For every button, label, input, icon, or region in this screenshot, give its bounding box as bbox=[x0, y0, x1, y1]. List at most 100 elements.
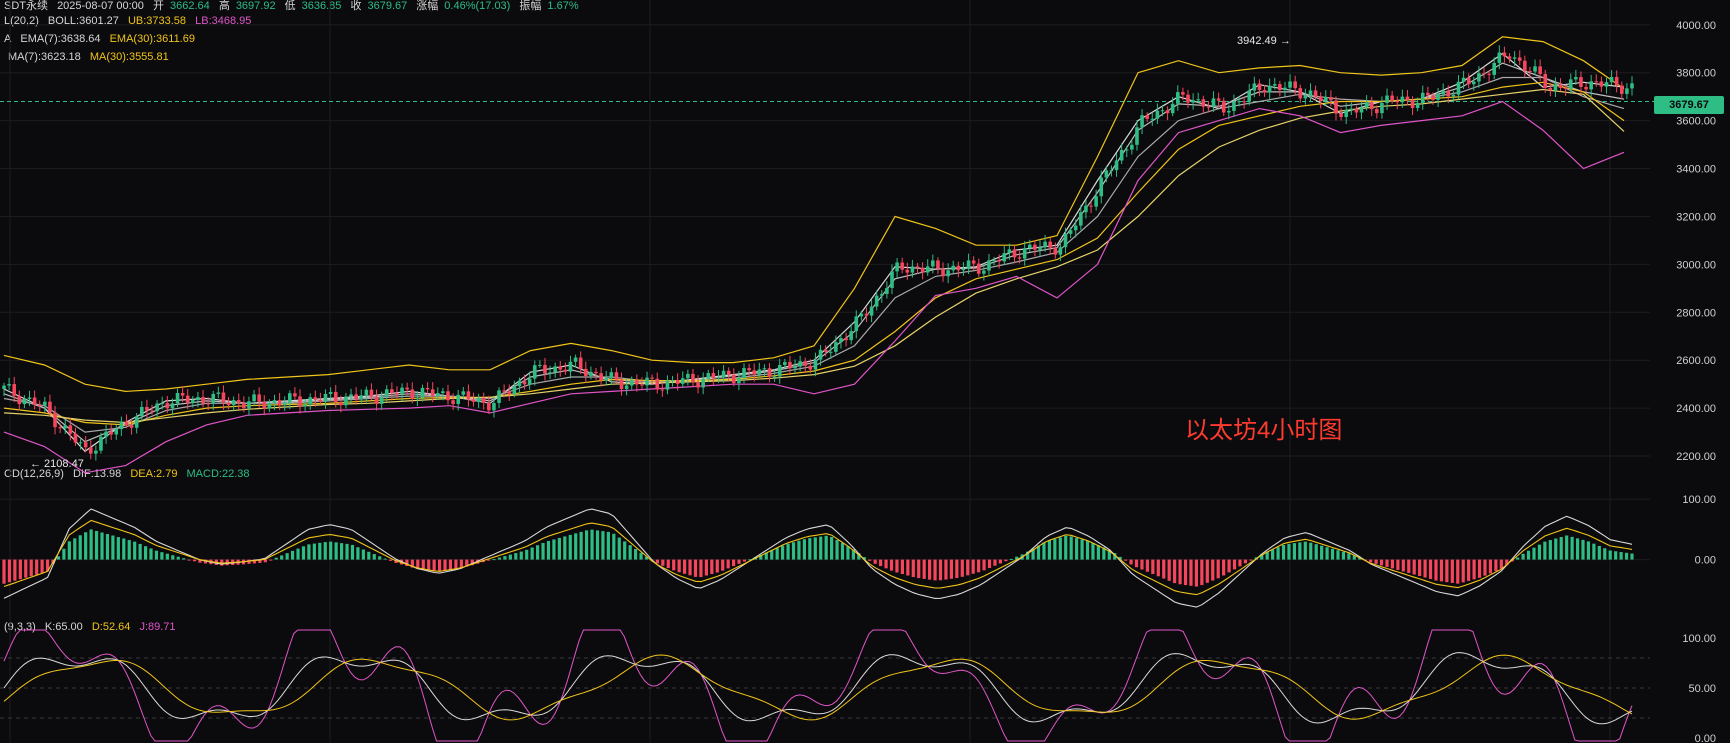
candle-body bbox=[37, 404, 42, 406]
candle-body bbox=[155, 403, 159, 412]
macd-histogram-bar bbox=[1085, 540, 1090, 560]
candle-body bbox=[124, 421, 129, 426]
candle-body bbox=[1033, 244, 1037, 250]
candle-body bbox=[1094, 196, 1098, 207]
kdj-tick-label: 50.00 bbox=[1688, 683, 1716, 695]
macd-histogram-bar bbox=[1026, 551, 1030, 560]
macd-histogram-bar bbox=[318, 542, 322, 560]
candle-body bbox=[1002, 253, 1007, 262]
macd-histogram-bar bbox=[557, 537, 561, 560]
candle-body bbox=[665, 380, 670, 390]
price-tick-label: 3800.00 bbox=[1676, 68, 1716, 80]
candle-body bbox=[1293, 81, 1297, 89]
macd-histogram-bar bbox=[857, 553, 861, 560]
macd-histogram-bar bbox=[644, 556, 649, 560]
candle-body bbox=[844, 338, 848, 341]
candle-body bbox=[185, 395, 190, 404]
macd-histogram-bar bbox=[530, 547, 534, 560]
macd-histogram-bar bbox=[361, 549, 365, 560]
candle-body bbox=[68, 425, 73, 434]
candle-body bbox=[1410, 99, 1415, 108]
high-marker: 3942.49 → bbox=[1237, 35, 1291, 47]
candle-body bbox=[874, 295, 879, 307]
macd-histogram-bar bbox=[579, 531, 583, 560]
low-value: 3636.85 bbox=[301, 0, 342, 12]
macd-histogram-bar bbox=[258, 559, 262, 563]
macd-histogram-bar bbox=[1516, 557, 1520, 560]
candle-body bbox=[1206, 106, 1211, 108]
macd-prefix: CD(12,26,9) bbox=[4, 468, 64, 480]
macd-histogram-bar bbox=[1249, 559, 1253, 561]
candle-body bbox=[573, 357, 578, 362]
macd-histogram-bar bbox=[1303, 541, 1307, 560]
macd-histogram-bar bbox=[165, 553, 169, 560]
macd-histogram-bar bbox=[955, 559, 959, 579]
macd-histogram-bar bbox=[977, 559, 981, 573]
macd-histogram-bar bbox=[198, 559, 202, 563]
candle-body bbox=[987, 260, 991, 271]
macd-histogram-bar bbox=[911, 559, 915, 578]
candle-body bbox=[104, 431, 108, 437]
candle-body bbox=[1063, 233, 1068, 248]
candle-body bbox=[583, 368, 588, 376]
candle-body bbox=[1339, 113, 1343, 117]
open-label: 开 bbox=[152, 0, 164, 12]
macd-histogram-bar bbox=[1532, 547, 1536, 560]
candle-body bbox=[1461, 77, 1466, 82]
k-value: K:65.00 bbox=[44, 621, 83, 633]
macd-histogram-bar bbox=[688, 559, 692, 576]
macd-histogram-bar bbox=[742, 559, 747, 562]
candle-body bbox=[992, 260, 996, 262]
macd-histogram-bar bbox=[710, 559, 714, 575]
candle-body bbox=[481, 397, 486, 403]
candle-body bbox=[920, 267, 925, 273]
ema7-value: EMA(7):3638.64 bbox=[20, 33, 101, 45]
macd-histogram-bar bbox=[1330, 548, 1335, 560]
macd-histogram-bar bbox=[1124, 559, 1128, 561]
dea-line bbox=[3, 519, 1633, 596]
candle-body bbox=[1477, 73, 1481, 82]
macd-histogram-bar bbox=[1554, 538, 1558, 560]
candle-body bbox=[1492, 62, 1497, 75]
candle-body bbox=[99, 436, 103, 451]
macd-histogram-bar bbox=[1575, 538, 1580, 560]
candle-body bbox=[1385, 95, 1389, 104]
candle-body bbox=[696, 382, 700, 388]
macd-histogram-bar bbox=[160, 552, 164, 560]
macd-histogram-bar bbox=[715, 559, 719, 573]
candle-body bbox=[1313, 90, 1318, 97]
candle-body bbox=[1048, 241, 1053, 248]
macd-histogram-bar bbox=[2, 559, 6, 584]
candle-body bbox=[614, 372, 619, 380]
candle-body bbox=[384, 389, 389, 397]
macd-histogram-bar bbox=[862, 557, 866, 560]
candle-body bbox=[997, 260, 1001, 262]
candle-body bbox=[1431, 95, 1435, 100]
candle-body bbox=[900, 262, 905, 270]
candle-body bbox=[1283, 87, 1287, 91]
candle-body bbox=[497, 390, 501, 403]
candle-body bbox=[1303, 95, 1308, 99]
candle-body bbox=[910, 266, 915, 273]
candle-body bbox=[231, 400, 236, 406]
j-line bbox=[3, 629, 1633, 742]
boll-legend: L(20,2) BOLL:3601.27 UB:3733.58 LB:3468.… bbox=[4, 15, 257, 27]
candle-body bbox=[854, 316, 859, 332]
candle-body bbox=[1308, 90, 1313, 96]
candle-body bbox=[1318, 96, 1323, 102]
macd-histogram-bar bbox=[574, 533, 578, 560]
candle-body bbox=[813, 359, 818, 370]
macd-histogram-bar bbox=[1091, 542, 1095, 560]
candle-body bbox=[17, 395, 22, 405]
candle-body bbox=[752, 370, 757, 375]
candle-body bbox=[1043, 241, 1047, 248]
macd-histogram-bar bbox=[1320, 545, 1324, 560]
macd-histogram-bar bbox=[1064, 535, 1068, 560]
candle-body bbox=[226, 402, 231, 406]
candle-body bbox=[629, 380, 634, 386]
candle-body bbox=[1599, 81, 1604, 87]
macd-histogram-bar bbox=[1581, 539, 1585, 560]
ema30-line bbox=[3, 81, 1625, 426]
macd-histogram-bar bbox=[1047, 540, 1052, 560]
